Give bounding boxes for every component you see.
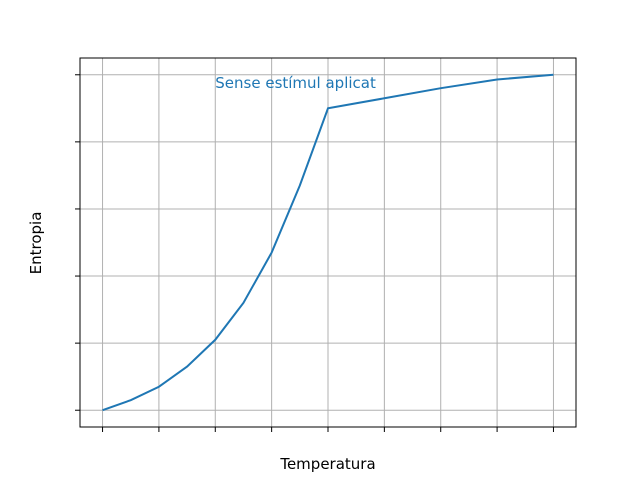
annotation-text: Sense estímul aplicat — [215, 74, 376, 92]
y-axis-label: Entropia — [27, 212, 45, 275]
grid — [80, 58, 576, 427]
axis-ticks — [75, 74, 554, 432]
plot-frame — [79, 57, 577, 428]
series-line-entropia — [102, 73, 554, 412]
x-axis-label: Temperatura — [279, 455, 375, 473]
